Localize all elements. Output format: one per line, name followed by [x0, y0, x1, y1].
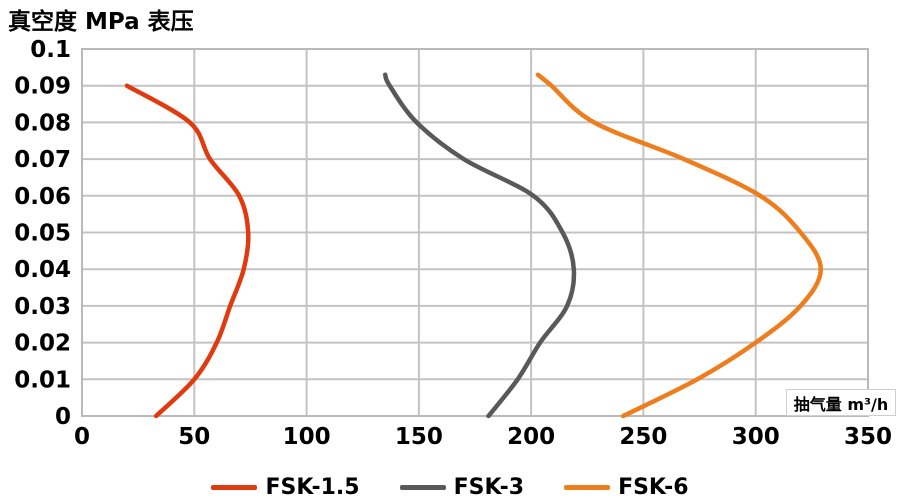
- y-tick-label: 0.05: [14, 221, 71, 247]
- legend-item-FSK-1.5: FSK-1.5: [211, 474, 360, 500]
- y-axis-title: 真空度 MPa 表压: [8, 9, 194, 35]
- x-tick-label: 150: [395, 424, 443, 450]
- curve-FSK-6: [535, 72, 824, 419]
- legend-swatch: [211, 484, 258, 490]
- y-tick-label: 0: [55, 404, 71, 430]
- y-tick-label: 0.1: [30, 37, 71, 63]
- legend: FSK-1.5 FSK-3 FSK-6: [0, 474, 900, 500]
- x-tick-label: 300: [732, 424, 780, 450]
- x-tick-label: 200: [507, 424, 555, 450]
- y-tick-label: 0.07: [14, 147, 71, 173]
- legend-label: FSK-3: [453, 474, 525, 500]
- x-axis-title: 抽气量 m³/h: [786, 389, 896, 416]
- legend-item-FSK-3: FSK-3: [399, 474, 525, 500]
- legend-swatch: [399, 484, 446, 490]
- x-tick-label: 100: [283, 424, 331, 450]
- y-tick-label: 0.04: [14, 257, 71, 283]
- legend-swatch: [564, 484, 611, 490]
- x-tick-label: 350: [844, 424, 892, 450]
- x-tick-label: 250: [619, 424, 667, 450]
- y-tick-label: 0.01: [14, 367, 71, 393]
- y-tick-label: 0.08: [14, 110, 71, 136]
- y-tick-label: 0.06: [14, 184, 71, 210]
- curve-FSK-1.5: [124, 83, 251, 419]
- y-tick-label: 0.03: [14, 294, 71, 320]
- legend-label: FSK-1.5: [265, 474, 360, 500]
- legend-label: FSK-6: [618, 474, 689, 500]
- legend-item-FSK-6: FSK-6: [564, 474, 689, 500]
- x-tick-label: 0: [74, 424, 90, 450]
- performance-chart: 0 50 100 150 200 250 300 350 0 0.01 0.02 0.03 0.04 0.…: [14, 37, 892, 450]
- y-tick-label: 0.02: [14, 331, 71, 357]
- curve-FSK-3: [382, 72, 577, 419]
- x-tick-label: 50: [178, 424, 210, 450]
- plot-border: [81, 48, 869, 417]
- y-tick-label: 0.09: [14, 74, 71, 100]
